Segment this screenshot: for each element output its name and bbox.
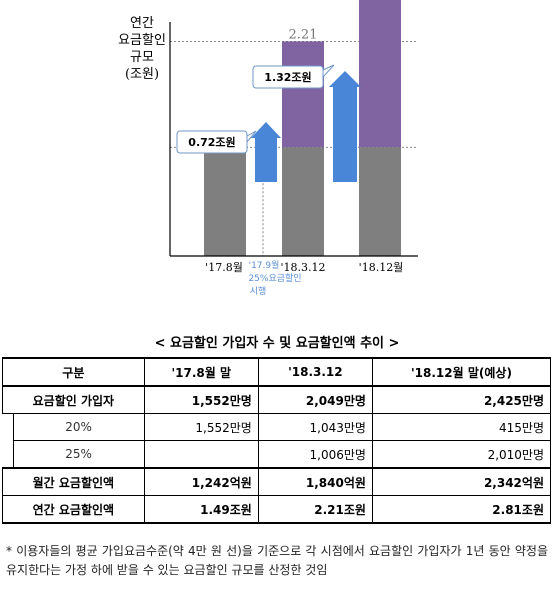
table-cell: 2,342억원 (371, 467, 552, 496)
header-cell: '18.3.12 (257, 357, 373, 387)
increment-callout-tail (246, 130, 257, 144)
row-label: 연간 요금할인액 (2, 495, 145, 524)
discount-table: 구분 '17.8월 말 '18.3.12 '18.12월 말(예상) 요금할인 … (2, 357, 552, 524)
table-cell: 1,552만명 (143, 413, 259, 441)
y-axis-label-line: 연간 (130, 16, 154, 31)
category-label: '17.8월 (205, 261, 243, 274)
policy-annotation-line: '17.9월 (249, 259, 280, 271)
table-row: 25% 1,006만명 2,010만명 (2, 440, 552, 469)
header-cell: '17.8월 말 (143, 357, 259, 387)
increase-arrow (329, 71, 361, 182)
category-label: '18.3.12 (280, 261, 325, 274)
bar-increase-segment (282, 41, 324, 148)
table-row: 연간 요금할인액 1.49조원 2.21조원 2.81조원 (2, 495, 552, 524)
table-cell: 415만명 (371, 413, 552, 441)
bar-base-segment (359, 147, 401, 256)
table-cell: 2.81조원 (371, 495, 552, 524)
table-cell: 1,552만명 (143, 385, 259, 414)
table-row: 20% 1,552만명 1,043만명 415만명 (2, 413, 552, 441)
header-cell: 구분 (2, 357, 145, 387)
table-cell: 2.21조원 (257, 495, 373, 524)
indent-cell (2, 440, 14, 468)
table-row: 월간 요금할인액 1,242억원 1,840억원 2,342억원 (2, 467, 552, 496)
table-cell: 1,242억원 (143, 467, 259, 496)
row-label: 월간 요금할인액 (2, 467, 145, 496)
data-label: 2.21 (289, 27, 318, 42)
header-cell: '18.12월 말(예상) (371, 357, 552, 387)
y-axis-label-line: 규모 (130, 50, 154, 65)
discount-chart: 연간 요금할인 규모 (조원) 1.492.212.810.72조원1.32조원… (118, 0, 418, 297)
policy-annotation-line: 25%요금할인 (248, 273, 301, 284)
table-row: 요금할인 가입자 1,552만명 2,049만명 2,425만명 (2, 385, 552, 414)
table-cell: 1,043만명 (257, 413, 373, 441)
table-cell: 1,006만명 (257, 440, 373, 469)
y-axis-label-line: 요금할인 (118, 33, 166, 48)
y-axis-label-line: (조원) (125, 67, 159, 82)
increment-callout-tail (322, 64, 335, 79)
row-label: 20% (12, 413, 145, 441)
row-label: 요금할인 가입자 (2, 385, 145, 414)
policy-annotation-line: 시행 (250, 285, 267, 297)
row-label: 25% (12, 440, 145, 469)
table-caption: < 요금할인 가입자 수 및 요금할인액 추이 > (154, 336, 400, 351)
bar-base-segment (204, 147, 246, 256)
table-cell: 2,425만명 (371, 385, 552, 414)
table-header-row: 구분 '17.8월 말 '18.3.12 '18.12월 말(예상) (2, 357, 552, 387)
table-cell: 1,840억원 (257, 467, 373, 496)
increment-label: 0.72조원 (188, 135, 235, 149)
increase-arrow (251, 122, 281, 182)
bar-increase-segment (359, 0, 401, 148)
category-label: '18.12월 (359, 261, 404, 274)
footnote: * 이용자들의 평균 가입요금수준(약 4만 원 선)을 기준으로 각 시점에서… (6, 544, 548, 577)
table-cell (143, 440, 259, 469)
indent-cell (2, 413, 14, 441)
table-cell: 2,010만명 (371, 440, 552, 469)
bar-base-segment (282, 147, 324, 256)
table-cell: 1.49조원 (143, 495, 259, 524)
increment-label: 1.32조원 (264, 70, 311, 84)
table-cell: 2,049만명 (257, 385, 373, 414)
